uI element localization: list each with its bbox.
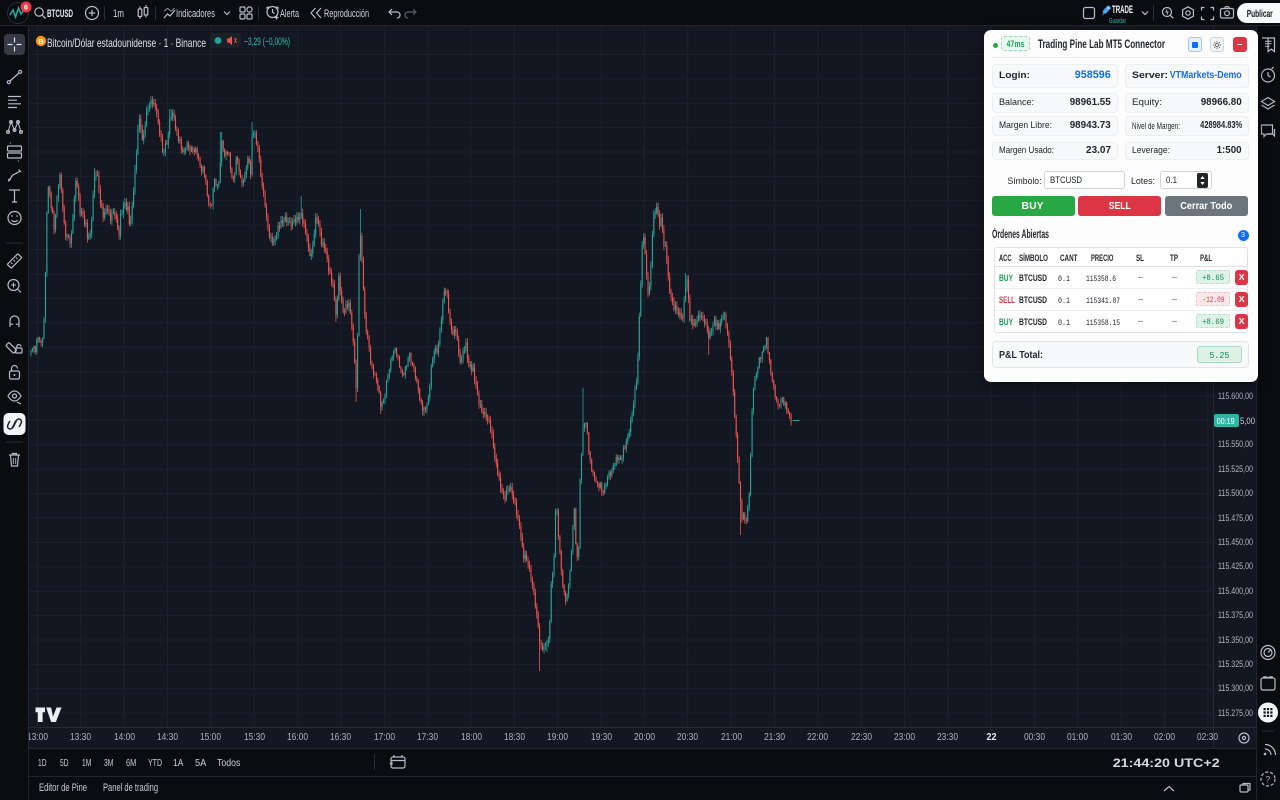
svg-text:6: 6 [24, 3, 28, 12]
svg-text:?: ? [1266, 775, 1271, 784]
svg-text:B: B [38, 37, 44, 46]
